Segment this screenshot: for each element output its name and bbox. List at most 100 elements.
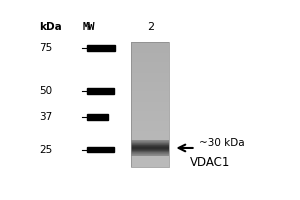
Bar	[130, 130, 169, 131]
Bar	[130, 46, 169, 47]
Bar	[130, 153, 169, 154]
Bar	[130, 108, 169, 109]
Bar	[130, 68, 169, 70]
Bar	[130, 126, 169, 127]
Bar	[130, 49, 169, 50]
Bar	[130, 143, 169, 144]
Bar	[130, 120, 169, 121]
Bar	[130, 53, 169, 54]
Bar	[130, 90, 169, 91]
Bar	[130, 111, 169, 112]
Bar	[130, 95, 169, 97]
Bar	[130, 163, 169, 164]
Bar	[130, 71, 169, 72]
Bar	[130, 129, 169, 130]
Bar	[130, 155, 169, 156]
Text: 50: 50	[40, 86, 52, 96]
Bar	[130, 162, 169, 163]
Bar	[130, 52, 169, 53]
Bar	[88, 88, 114, 94]
Bar	[130, 85, 169, 86]
Bar	[130, 149, 169, 150]
Bar	[130, 135, 169, 136]
Bar	[130, 159, 169, 160]
Bar	[130, 61, 169, 62]
Bar	[130, 89, 169, 90]
Bar	[130, 128, 169, 129]
Bar	[130, 147, 169, 149]
Bar	[130, 125, 169, 126]
Bar	[130, 104, 169, 105]
Bar	[130, 72, 169, 73]
Bar	[130, 121, 169, 123]
Bar	[130, 164, 169, 165]
Bar	[130, 136, 169, 137]
Bar	[130, 94, 169, 95]
Bar	[130, 110, 169, 111]
Bar	[130, 82, 169, 83]
Bar	[130, 146, 169, 147]
Bar	[130, 60, 169, 61]
Bar	[130, 75, 169, 76]
Bar	[130, 87, 169, 88]
Bar	[130, 102, 169, 103]
Bar	[130, 81, 169, 82]
Bar	[130, 80, 169, 81]
Bar	[130, 131, 169, 132]
Bar	[130, 109, 169, 110]
Bar	[130, 65, 169, 66]
Bar	[130, 91, 169, 92]
Bar	[130, 42, 169, 44]
Bar	[130, 156, 169, 157]
Bar	[88, 147, 114, 152]
Bar	[130, 112, 169, 113]
Bar	[130, 154, 169, 155]
Bar	[130, 127, 169, 128]
Bar	[130, 44, 169, 45]
Bar	[130, 158, 169, 159]
Bar	[130, 150, 169, 151]
Bar	[130, 42, 169, 167]
Bar	[130, 154, 169, 155]
Bar	[130, 67, 169, 68]
Bar	[130, 153, 169, 154]
Bar	[130, 88, 169, 89]
Bar	[130, 139, 169, 140]
Bar	[130, 98, 169, 99]
Bar	[130, 74, 169, 75]
Bar	[130, 148, 169, 149]
Bar	[130, 45, 169, 46]
Text: MW: MW	[82, 22, 95, 32]
Bar	[130, 150, 169, 151]
Bar	[130, 119, 169, 120]
Bar	[130, 106, 169, 107]
Bar	[130, 55, 169, 56]
Bar	[130, 143, 169, 144]
Bar	[130, 123, 169, 124]
Bar	[130, 144, 169, 145]
Bar	[130, 151, 169, 152]
Bar	[130, 78, 169, 79]
Bar	[130, 48, 169, 49]
Bar	[88, 114, 108, 120]
Bar	[130, 63, 169, 64]
Bar	[130, 152, 169, 153]
Text: 2: 2	[147, 22, 154, 32]
Bar	[130, 142, 169, 143]
Bar	[130, 79, 169, 80]
Bar	[130, 160, 169, 161]
Bar	[130, 56, 169, 57]
Bar	[130, 114, 169, 115]
Bar	[130, 137, 169, 138]
Bar	[130, 100, 169, 101]
Bar	[130, 70, 169, 71]
Bar	[130, 165, 169, 166]
Text: ~30 kDa: ~30 kDa	[199, 138, 245, 148]
Bar	[130, 59, 169, 60]
Bar	[130, 97, 169, 98]
Bar	[130, 161, 169, 162]
Bar	[130, 62, 169, 63]
Text: kDa: kDa	[39, 22, 62, 32]
Bar	[130, 166, 169, 167]
Bar	[130, 66, 169, 67]
